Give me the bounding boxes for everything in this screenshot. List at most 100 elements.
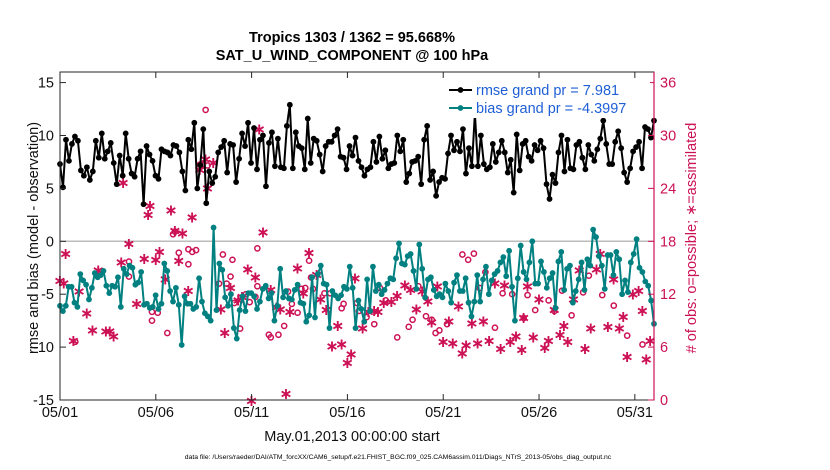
obs-possible-marker xyxy=(524,291,531,299)
rmse-point xyxy=(463,170,469,177)
bias-point xyxy=(367,308,373,315)
rmse-point xyxy=(125,155,132,162)
obs-assimilated-marker: ∗ xyxy=(542,333,555,350)
rmse-point xyxy=(603,141,610,147)
bias-point xyxy=(581,287,588,293)
obs-assimilated-marker: ∗ xyxy=(607,271,620,288)
bias-point xyxy=(355,297,362,304)
obs-assimilated-marker: ∗ xyxy=(103,323,116,340)
obs-assimilated-marker: ∗ xyxy=(410,301,423,318)
bias-point xyxy=(497,259,504,266)
bias-point xyxy=(254,306,260,312)
rmse-point xyxy=(448,132,454,139)
bias-point xyxy=(636,264,643,271)
bias-point xyxy=(396,240,402,247)
bias-point xyxy=(590,226,597,233)
rmse-point xyxy=(474,163,481,170)
obs-possible-marker xyxy=(409,316,416,324)
bias-point xyxy=(204,313,211,320)
legend-box xyxy=(446,78,650,118)
bias-point xyxy=(535,280,541,287)
rmse-point xyxy=(340,154,347,161)
bias-point xyxy=(173,284,179,291)
x-tick-label: 05/31 xyxy=(617,405,653,421)
rmse-point xyxy=(110,160,117,166)
obs-assimilated-marker: ∗ xyxy=(404,282,417,299)
bias-point xyxy=(103,282,110,289)
bias-point xyxy=(613,248,620,255)
bias-point xyxy=(370,263,376,270)
bias-point xyxy=(135,279,142,286)
obs-assimilated-marker: ∗ xyxy=(425,315,438,332)
bias-point xyxy=(500,254,507,261)
rmse-point xyxy=(501,149,508,156)
bias-point xyxy=(236,307,243,313)
rmse-point xyxy=(436,179,442,185)
rmse-point xyxy=(403,179,410,185)
bias-point xyxy=(622,277,628,284)
obs-assimilated-marker: ∗ xyxy=(138,251,151,268)
bias-point xyxy=(523,276,530,283)
bias-point xyxy=(546,275,553,282)
obs-possible-marker xyxy=(71,338,79,346)
bias-point xyxy=(268,290,275,297)
bias-point xyxy=(390,276,397,283)
bias-point xyxy=(242,308,249,315)
rmse-point xyxy=(504,169,511,176)
obs-assimilated-marker: ∗ xyxy=(153,244,166,261)
obs-possible-marker xyxy=(436,326,443,334)
rmse-point xyxy=(182,187,189,194)
bias-point xyxy=(222,294,229,301)
rmse-point xyxy=(131,173,138,180)
bias-point xyxy=(251,293,258,300)
bias-point xyxy=(639,269,646,275)
obs-assimilated-marker: ∗ xyxy=(356,321,369,338)
rmse-point xyxy=(582,166,589,173)
obs-assimilated-marker: ∗ xyxy=(345,346,358,363)
rmse-point xyxy=(212,173,219,180)
rmse-point xyxy=(645,126,651,133)
rmse-point xyxy=(179,168,186,175)
obs-assimilated-marker: ∗ xyxy=(636,303,649,320)
footer-data-file: data file: /Users/raeder/DAI/ATM_forcXX/… xyxy=(185,454,612,461)
rmse-point xyxy=(313,137,320,144)
rmse-point xyxy=(322,143,329,149)
bias-point xyxy=(439,294,446,301)
bias-point xyxy=(477,298,484,305)
obs-possible-marker xyxy=(610,302,618,310)
obs-assimilated-marker: ∗ xyxy=(538,340,551,357)
bias-point xyxy=(213,307,220,313)
bias-point xyxy=(123,271,130,277)
bias-point xyxy=(413,286,420,292)
rmse-point xyxy=(349,152,356,159)
obs-assimilated-marker: ∗ xyxy=(456,345,469,362)
obs-possible-marker xyxy=(382,297,390,304)
obs-possible-marker xyxy=(459,251,466,258)
rmse-point xyxy=(289,165,296,172)
obs-possible-marker xyxy=(520,314,528,322)
bias-point xyxy=(112,283,118,290)
obs-assimilated-marker: ∗ xyxy=(504,334,517,351)
bias-legend-marker xyxy=(457,105,464,111)
bias-point xyxy=(77,271,84,277)
rmse-point xyxy=(146,151,153,158)
obs-assimilated-marker: ∗ xyxy=(578,341,591,358)
obs-possible-marker xyxy=(639,341,646,348)
y-left-tick-label: 10 xyxy=(38,128,54,144)
bias-point xyxy=(129,264,136,271)
bias-point xyxy=(407,251,414,257)
y-left-tick-label: 0 xyxy=(46,234,54,250)
obs-assimilated-marker: ∗ xyxy=(437,334,450,351)
rmse-point xyxy=(454,138,460,145)
rmse-point xyxy=(570,166,577,173)
y-right-tick-label: 6 xyxy=(660,340,668,356)
obs-assimilated-marker: ∗ xyxy=(620,349,633,366)
obs-assimilated-marker: ∗ xyxy=(561,334,574,351)
obs-assimilated-marker: ∗ xyxy=(172,253,185,270)
bias-point xyxy=(561,287,568,293)
rmse-point xyxy=(272,163,278,170)
rmse-point xyxy=(245,119,251,126)
bias-point xyxy=(349,284,356,291)
obs-possible-marker xyxy=(219,251,227,258)
